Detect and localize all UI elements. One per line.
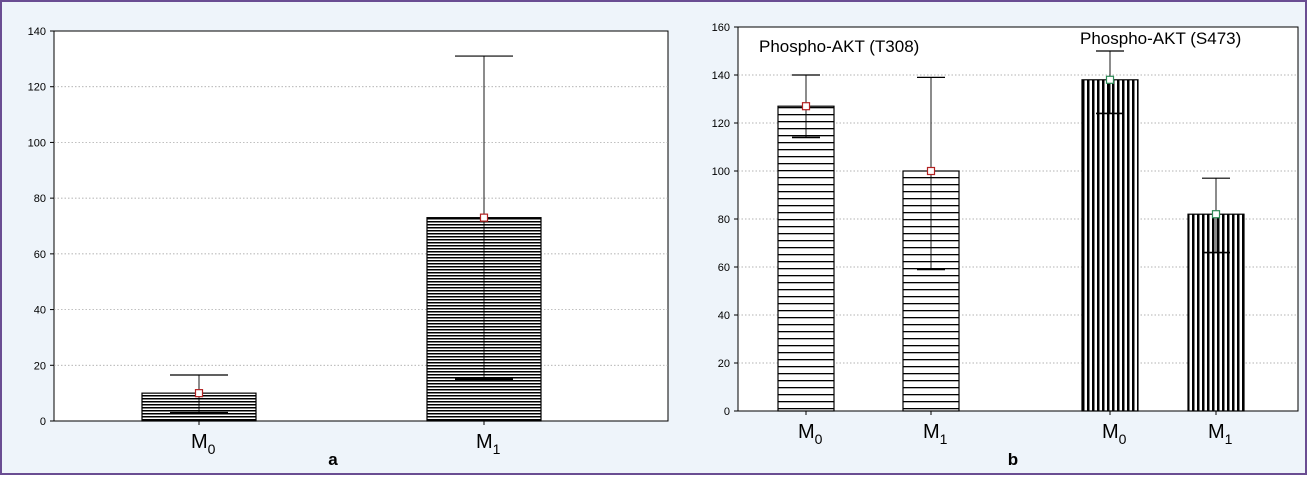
x-tick-label: M1	[1208, 421, 1233, 447]
chart-panel-b: 0 20 40 60 80 100 120 140 160 M0 M1 M0 M1 Phospho-A…	[712, 22, 1299, 469]
series-label-s473: Phospho-AKT (S473)	[1080, 29, 1241, 48]
x-tick-label: M0	[798, 421, 823, 447]
chart-panel-a: 0 20 40 60 80 100 120 140 M0 M1 a	[28, 26, 669, 469]
y-tick-label: 20	[718, 358, 730, 370]
y-tick-label: 80	[718, 214, 730, 226]
bar	[1081, 79, 1139, 412]
y-axis-b: 0 20 40 60 80 100 120 140 160	[712, 22, 738, 418]
plot-area-a	[53, 30, 669, 422]
y-tick-label: 120	[28, 82, 46, 94]
y-tick-label: 140	[28, 26, 46, 38]
y-tick-label: 120	[712, 118, 730, 130]
y-tick-label: 60	[718, 262, 730, 274]
series-label-t308: Phospho-AKT (T308)	[759, 37, 919, 56]
x-axis-a: M0 M1	[191, 421, 501, 457]
x-tick-label: M1	[476, 431, 501, 457]
x-tick-label: M1	[923, 421, 948, 447]
y-tick-label: 0	[724, 406, 730, 418]
y-tick-label: 160	[712, 22, 730, 34]
x-tick-label: M0	[1102, 421, 1127, 447]
y-tick-label: 140	[712, 70, 730, 82]
y-tick-label: 0	[40, 416, 46, 428]
y-tick-label: 80	[34, 193, 46, 205]
y-tick-label: 20	[34, 360, 46, 372]
mean-marker	[194, 389, 204, 398]
panel-label-b: b	[1008, 450, 1018, 469]
x-axis-b: M0 M1 M0 M1	[798, 411, 1233, 447]
bars-a	[141, 55, 542, 422]
mean-marker	[479, 213, 489, 222]
bars-b	[777, 50, 1245, 412]
y-tick-label: 40	[34, 305, 46, 317]
mean-marker	[1211, 210, 1221, 219]
mean-marker	[801, 102, 811, 111]
panel-label-a: a	[328, 450, 338, 469]
x-tick-label: M0	[191, 431, 216, 457]
bar	[777, 105, 835, 412]
y-tick-label: 40	[718, 310, 730, 322]
y-tick-label: 60	[34, 249, 46, 261]
gridlines-a	[54, 86, 668, 366]
y-tick-label: 100	[712, 166, 730, 178]
y-tick-label: 100	[28, 137, 46, 149]
mean-marker	[926, 166, 936, 176]
y-axis-a: 0 20 40 60 80 100 120 140	[28, 26, 54, 428]
mean-marker	[1105, 75, 1115, 84]
